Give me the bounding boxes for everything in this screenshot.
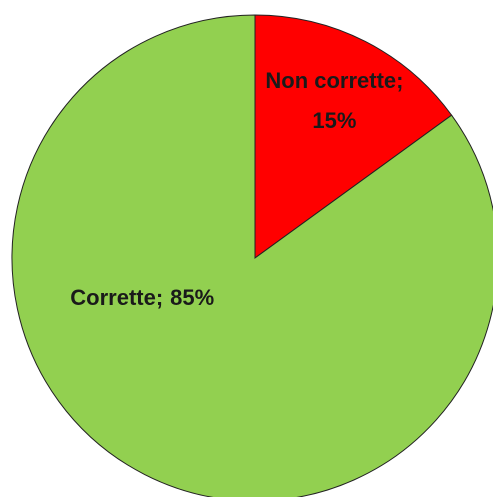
slice-value-label: 15% bbox=[312, 108, 356, 133]
pie-slice bbox=[11, 14, 493, 497]
slice-label: Non corrette; bbox=[265, 68, 403, 93]
slice-category: Corrette; bbox=[70, 285, 163, 310]
slice-value-label: 85% bbox=[170, 285, 214, 310]
slice-label: Corrette; 85% bbox=[70, 285, 214, 310]
pie-slice bbox=[254, 14, 453, 259]
